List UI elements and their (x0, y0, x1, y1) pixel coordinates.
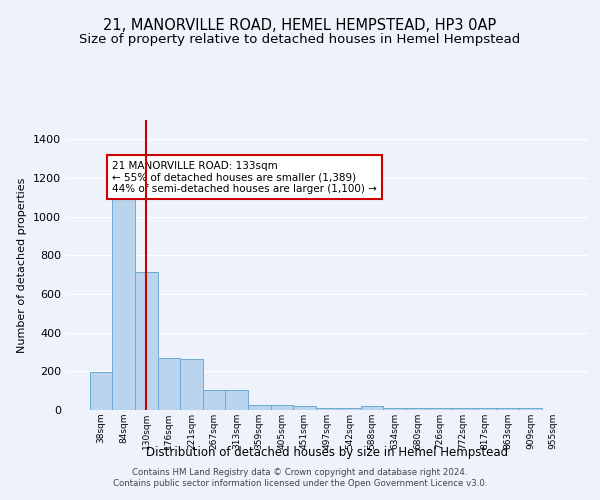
Bar (180, 359, 203, 410)
Bar (112, 186, 135, 410)
Bar (248, 404, 271, 410)
Text: 21 MANORVILLE ROAD: 133sqm
← 55% of detached houses are smaller (1,389)
44% of s: 21 MANORVILLE ROAD: 133sqm ← 55% of deta… (112, 160, 377, 194)
Text: Distribution of detached houses by size in Hemel Hempstead: Distribution of detached houses by size … (146, 446, 508, 459)
Bar (519, 408, 542, 410)
Bar (496, 408, 519, 410)
Bar (135, 272, 158, 410)
Bar (428, 408, 451, 410)
Text: 21, MANORVILLE ROAD, HEMEL HEMPSTEAD, HP3 0AP: 21, MANORVILLE ROAD, HEMEL HEMPSTEAD, HP… (103, 18, 497, 32)
Bar (383, 408, 406, 410)
Y-axis label: Number of detached properties: Number of detached properties (17, 178, 28, 352)
Bar (293, 406, 316, 410)
Text: Size of property relative to detached houses in Hemel Hempstead: Size of property relative to detached ho… (79, 32, 521, 46)
Bar (338, 408, 361, 410)
Bar (226, 390, 248, 410)
Bar (271, 405, 293, 410)
Bar (90, 372, 112, 410)
Bar (203, 390, 226, 410)
Bar (474, 408, 496, 410)
Text: Contains HM Land Registry data © Crown copyright and database right 2024.
Contai: Contains HM Land Registry data © Crown c… (113, 468, 487, 487)
Bar (406, 408, 428, 410)
Bar (451, 408, 474, 410)
Bar (316, 408, 338, 410)
Bar (361, 406, 383, 410)
Bar (158, 358, 180, 410)
